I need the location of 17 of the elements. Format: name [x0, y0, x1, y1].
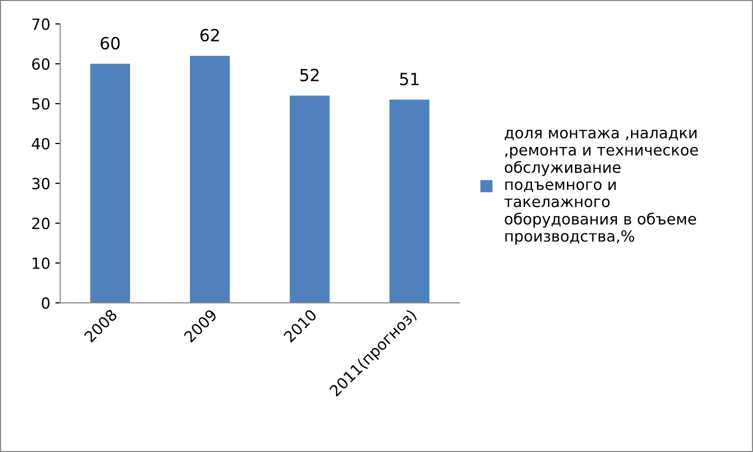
- bar: [290, 96, 330, 303]
- y-tick-label: 30: [32, 178, 50, 190]
- data-label: 51: [400, 72, 419, 86]
- data-label: 52: [300, 68, 319, 82]
- bar: [190, 56, 230, 303]
- data-label: 62: [200, 28, 219, 42]
- y-tick-label: 10: [32, 257, 50, 270]
- y-tick-label: 20: [32, 218, 50, 230]
- y-tick-label: 40: [32, 138, 50, 150]
- bar: [90, 64, 130, 303]
- legend-label: доля монтажа ,наладки ,ремонта и техническое обслуживание подъемного и такелажного оборудования в объеме производства,%: [504, 130, 698, 245]
- y-tick-label: 60: [32, 58, 50, 70]
- y-tick-label: 70: [32, 18, 50, 30]
- data-label: 60: [100, 36, 120, 50]
- y-tick-label: 0: [42, 297, 50, 309]
- bar: [389, 100, 430, 303]
- y-tick-label: 50: [32, 98, 50, 110]
